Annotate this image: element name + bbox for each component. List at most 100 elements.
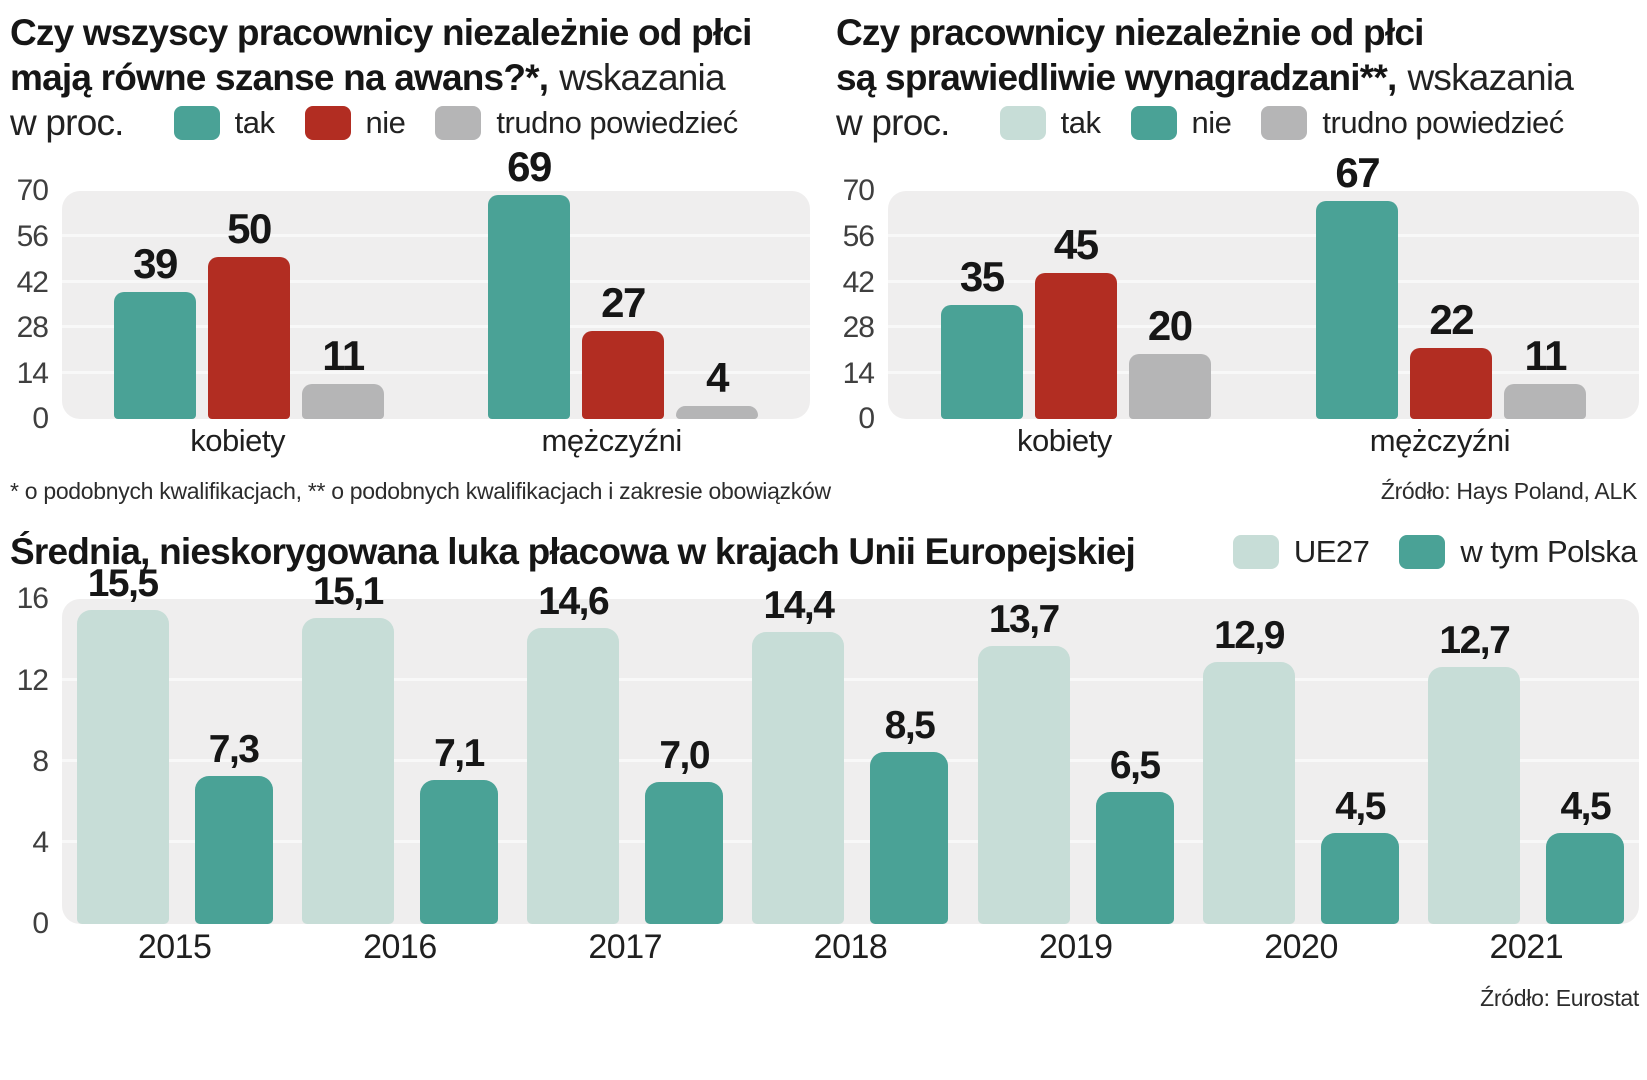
legend-item: w tym Polska xyxy=(1399,534,1637,570)
bar-group: 15,5 7,3 xyxy=(76,561,273,925)
legend-item: nie xyxy=(304,104,406,142)
bar-groups: 35 45 20 67 22 11 xyxy=(888,152,1639,420)
bar-with-label: 20 xyxy=(1128,302,1211,420)
bar xyxy=(1095,792,1174,925)
bar-with-label: 50 xyxy=(208,204,290,420)
source-bottom: Źródło: Eurostat xyxy=(1480,984,1639,1011)
gridline xyxy=(62,370,810,374)
bar-value-label: 35 xyxy=(959,253,1005,301)
bar-with-label: 39 xyxy=(114,240,196,420)
legend: UE27 w tym Polska xyxy=(1232,534,1637,570)
legend-item: tak xyxy=(999,104,1101,142)
bar-group: 14,6 7,0 xyxy=(527,582,724,925)
legend-label: tak xyxy=(1060,104,1101,140)
bar-group: 13,7 6,5 xyxy=(977,598,1174,925)
bar-value-label: 50 xyxy=(227,204,272,252)
bar xyxy=(676,406,758,420)
bar-with-label: 12,7 xyxy=(1428,618,1521,925)
legend-item: trudno powiedzieć xyxy=(435,104,738,142)
chart-title: Czy wszyscy pracownicy niezależnie od pł… xyxy=(10,10,810,145)
bar-with-label: 7,1 xyxy=(419,734,498,925)
y-tick-label: 0 xyxy=(32,402,49,436)
bar-with-label: 13,7 xyxy=(977,598,1070,925)
y-tick-label: 28 xyxy=(16,311,49,345)
bar-value-label: 20 xyxy=(1147,302,1193,350)
bar xyxy=(1034,272,1117,420)
top-charts-row: Czy wszyscy pracownicy niezależnie od pł… xyxy=(10,10,1639,458)
legend-item: tak xyxy=(173,104,275,142)
legend: tak nie trudno powiedzieć xyxy=(173,104,738,142)
bar-groups: 15,5 7,3 15,1 7,1 14,6 7,0 14,4 8,5 13,7 6,5 12,9 4… xyxy=(62,564,1639,925)
bar xyxy=(582,331,664,420)
y-tick-label: 14 xyxy=(16,356,49,390)
bar-with-label: 7,0 xyxy=(645,734,724,925)
bar xyxy=(208,256,290,420)
category-label: 2015 xyxy=(137,928,212,967)
title-line-1: Czy pracownicy niezależnie od płci xyxy=(836,10,1639,55)
bar-value-label: 4 xyxy=(706,354,729,402)
bar xyxy=(1203,662,1296,925)
bar-with-label: 45 xyxy=(1034,223,1117,420)
bar-with-label: 6,5 xyxy=(1095,746,1174,925)
y-axis: 0 14 28 42 56 70 xyxy=(10,176,62,434)
legend-item: UE27 xyxy=(1232,534,1370,570)
plot-area: 35 45 20 67 22 11 xyxy=(888,152,1639,420)
bar xyxy=(1504,383,1587,420)
category-label: 2018 xyxy=(813,928,888,967)
y-tick-label: 70 xyxy=(842,174,875,208)
bar-value-label: 15,5 xyxy=(87,561,159,605)
legend-swatch xyxy=(435,105,482,140)
bar-group: 15,1 7,1 xyxy=(301,569,498,925)
promotion-chances-chart-panel: Czy wszyscy pracownicy niezależnie od pł… xyxy=(10,10,810,458)
bar xyxy=(1321,833,1400,925)
bar-group: 12,9 4,5 xyxy=(1203,616,1400,925)
bar-with-label: 7,3 xyxy=(194,728,273,925)
bar-value-label: 67 xyxy=(1335,149,1380,197)
bar-value-label: 12,7 xyxy=(1439,618,1510,662)
bar-value-label: 27 xyxy=(601,279,646,327)
bar xyxy=(76,609,169,925)
bar xyxy=(940,305,1023,420)
legend-swatch xyxy=(1232,535,1279,570)
bar-with-label: 12,9 xyxy=(1203,616,1296,925)
title-regular-text: wskazania xyxy=(559,57,725,99)
legend-swatch xyxy=(1399,535,1446,570)
y-tick-label: 14 xyxy=(842,356,875,390)
bar-value-label: 69 xyxy=(507,142,552,190)
unit-label: w proc. xyxy=(10,102,124,144)
title-bold-text: Czy wszyscy pracownicy niezależnie od pł… xyxy=(10,12,752,53)
legend-label: tak xyxy=(234,104,275,140)
gridline xyxy=(888,279,1639,283)
bar xyxy=(419,780,498,925)
category-labels: kobiety mężczyźni xyxy=(62,424,810,458)
plot-zone: 39 50 11 69 27 4 kobiety mężczyźni xyxy=(62,145,810,458)
y-tick-label: 0 xyxy=(858,402,875,436)
bar xyxy=(977,646,1070,925)
bar-group: 12,7 4,5 xyxy=(1428,618,1625,925)
bar-value-label: 8,5 xyxy=(884,703,936,747)
legend-item: nie xyxy=(1130,104,1232,142)
bar-value-label: 7,3 xyxy=(208,728,260,772)
footnote-row: * o podobnych kwalifikacjach, ** o podob… xyxy=(10,478,1639,505)
bar-with-label: 22 xyxy=(1410,298,1493,420)
bar-value-label: 15,1 xyxy=(312,569,384,613)
bar-value-label: 7,0 xyxy=(659,734,710,778)
bar-value-label: 39 xyxy=(133,240,178,288)
title-regular-text: wskazania xyxy=(1407,57,1574,99)
bar-with-label: 15,5 xyxy=(76,561,169,925)
bar-group: 14,4 8,5 xyxy=(752,586,949,925)
gridline xyxy=(62,279,810,283)
bar-value-label: 13,7 xyxy=(988,598,1060,642)
gridline xyxy=(62,677,1639,681)
gridline xyxy=(888,325,1639,329)
bar-value-label: 11 xyxy=(1524,331,1568,379)
legend-label: trudno powiedzieć xyxy=(1322,104,1564,140)
bar-value-label: 4,5 xyxy=(1335,785,1386,829)
bar-with-label: 15,1 xyxy=(301,569,394,925)
y-tick-label: 8 xyxy=(32,744,49,778)
gridline xyxy=(62,233,810,237)
title-line-1: Czy wszyscy pracownicy niezależnie od pł… xyxy=(10,10,810,55)
footnote: * o podobnych kwalifikacjach, ** o podob… xyxy=(10,478,831,505)
bar-group: 69 27 4 xyxy=(488,142,758,420)
chart-title: Czy pracownicy niezależnie od płci są sp… xyxy=(836,10,1639,145)
